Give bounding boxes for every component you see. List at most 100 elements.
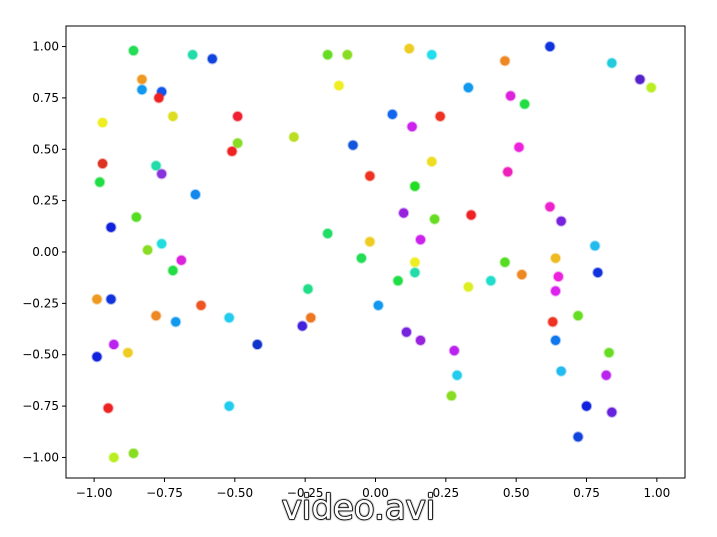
x-tick-label: −0.25 [287, 486, 324, 500]
scatter-point [406, 121, 418, 133]
scatter-point [544, 201, 556, 213]
scatter-point [187, 49, 199, 61]
video-caption: video.avi [281, 487, 436, 529]
scatter-point [552, 271, 564, 283]
scatter-point [403, 43, 415, 55]
scatter-point [499, 256, 511, 268]
scatter-point [251, 338, 263, 351]
scatter-point [206, 53, 218, 65]
scatter-point [156, 238, 168, 250]
scatter-point [130, 211, 142, 223]
x-tick-label: 0.00 [362, 486, 389, 500]
scatter-point [150, 310, 162, 322]
scatter-point [645, 82, 657, 94]
scatter-point [127, 447, 140, 459]
scatter-point [592, 266, 604, 279]
scatter-point [96, 158, 109, 170]
scatter-point [516, 269, 528, 281]
scatter-point [305, 312, 317, 324]
y-tick-label: 0.75 [32, 91, 59, 105]
scatter-point [502, 166, 514, 178]
scatter-point [347, 139, 359, 151]
scatter-point [91, 293, 103, 305]
scatter-point [372, 299, 384, 312]
scatter-point [232, 137, 244, 149]
scatter-point [167, 264, 179, 277]
scatter-point [122, 347, 134, 359]
x-tick-label: −0.75 [146, 486, 183, 500]
scatter-point [572, 310, 584, 322]
scatter-point [499, 55, 511, 67]
scatter-point [426, 49, 438, 61]
scatter-point [555, 215, 567, 227]
scatter-point [105, 293, 117, 305]
y-tick-label: −0.75 [22, 399, 59, 413]
scatter-point [108, 451, 120, 464]
x-tick-label: 0.50 [503, 486, 530, 500]
scatter-point [485, 275, 497, 287]
scatter-point [386, 108, 398, 120]
scatter-point [302, 283, 314, 295]
scatter-point [606, 57, 618, 69]
scatter-point [94, 176, 106, 188]
scatter-point [547, 316, 559, 328]
scatter-point [549, 285, 562, 297]
scatter-point [96, 116, 109, 129]
y-tick-label: 1.00 [32, 40, 59, 54]
scatter-point [175, 254, 187, 266]
scatter-point [549, 334, 562, 346]
scatter-point [105, 221, 117, 233]
scatter-point [519, 98, 531, 110]
y-axis: −1.00 −0.75 −0.50 −0.25 0.00 0.25 0.50 0.75 1.00 [22, 40, 66, 464]
scatter-point [136, 73, 148, 86]
scatter-point [364, 236, 376, 248]
scatter-point [141, 244, 154, 256]
x-tick-label: 0.25 [432, 486, 459, 500]
scatter-point [462, 281, 474, 293]
scatter-point [606, 406, 618, 418]
scatter-point [603, 347, 615, 359]
scatter-point [465, 209, 477, 221]
scatter-point [156, 168, 168, 180]
scatter-point [398, 207, 410, 219]
y-tick-label: 0.25 [32, 194, 59, 208]
scatter-point [544, 40, 556, 53]
scatter-point [451, 369, 463, 381]
x-axis: −1.00 −0.75 −0.50 −0.25 0.00 0.25 0.50 0.75 1.00 [76, 478, 670, 500]
scatter-point [513, 141, 525, 153]
scatter-point [223, 400, 235, 412]
axes-frame [65, 25, 686, 479]
scatter-point [296, 320, 308, 332]
scatter-point [364, 170, 376, 182]
scatter-point [223, 312, 235, 324]
x-tick-label: 1.00 [644, 486, 671, 500]
scatter-point [150, 160, 162, 172]
scatter-point [589, 240, 601, 252]
scatter-point [333, 79, 345, 92]
scatter-point [153, 92, 165, 104]
scatter-point [102, 402, 114, 414]
scatter-point [414, 234, 427, 246]
scatter-point [580, 400, 593, 412]
scatter-point [288, 131, 300, 143]
scatter-point [448, 345, 460, 357]
scatter-point [226, 145, 238, 157]
scatter-point [462, 82, 474, 94]
scatter-point [108, 338, 120, 351]
scatter-point [400, 326, 413, 338]
scatter-point [170, 316, 182, 328]
scatter-point [167, 110, 179, 123]
scatter-point [136, 84, 148, 96]
scatter-point [504, 90, 517, 102]
scatter-point [634, 73, 646, 86]
scatter-point [549, 252, 562, 264]
scatter-point [322, 49, 334, 61]
scatter-point [414, 334, 427, 346]
y-tick-label: −0.50 [22, 348, 59, 362]
x-tick-label: −0.50 [216, 486, 253, 500]
scatter-point [341, 49, 353, 61]
scatter-point [572, 431, 584, 443]
scatter-point [127, 45, 140, 57]
scatter-point [355, 252, 368, 264]
